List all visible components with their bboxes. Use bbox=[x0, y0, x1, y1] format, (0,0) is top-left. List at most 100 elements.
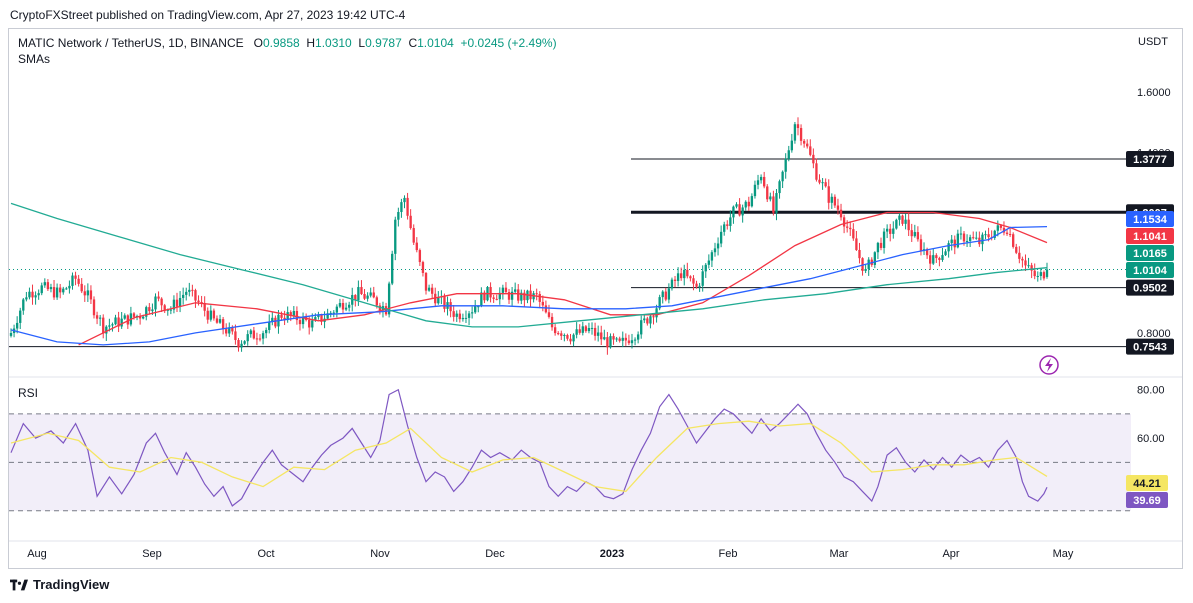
price-tag-1.0165: 1.0165 bbox=[1126, 245, 1174, 261]
candle-body-111 bbox=[351, 295, 354, 305]
level-tag-1.3777: 1.3777 bbox=[1126, 150, 1174, 167]
candle-body-223 bbox=[695, 283, 698, 287]
candle-body-31 bbox=[105, 326, 108, 334]
candle-body-209 bbox=[652, 316, 655, 318]
candle-body-95 bbox=[301, 316, 305, 325]
candle-body-203 bbox=[633, 339, 637, 341]
candle-body-212 bbox=[661, 291, 664, 298]
candle-body-55 bbox=[178, 297, 182, 307]
candle-body-157 bbox=[492, 297, 495, 299]
candle-body-100 bbox=[317, 314, 320, 318]
candle-body-175 bbox=[547, 312, 551, 317]
candle-body-68 bbox=[218, 319, 222, 323]
candle-body-304 bbox=[944, 251, 947, 256]
flash-icon[interactable] bbox=[1039, 355, 1059, 375]
rsi-tag-bg bbox=[1126, 475, 1168, 491]
candle-body-74 bbox=[237, 340, 240, 348]
candle-body-295 bbox=[916, 232, 920, 240]
candle-body-71 bbox=[228, 327, 231, 334]
symbol-title[interactable]: MATIC Network / TetherUS, 1D, BINANCE bbox=[18, 36, 244, 50]
candle-body-26 bbox=[89, 290, 93, 300]
rsi-indicator-label[interactable]: RSI bbox=[18, 386, 39, 400]
candle-body-23 bbox=[80, 283, 83, 292]
rsi-layer bbox=[10, 388, 1048, 507]
candle-body-52 bbox=[169, 309, 173, 311]
candle-body-0 bbox=[9, 333, 13, 336]
candle-body-183 bbox=[572, 334, 575, 342]
candle-body-264 bbox=[821, 182, 824, 184]
candle-body-279 bbox=[867, 259, 870, 270]
rsi-line-rsi-ma bbox=[10, 420, 1048, 493]
candle-body-324 bbox=[1005, 232, 1009, 235]
candle-body-218 bbox=[680, 273, 683, 279]
candle-body-20 bbox=[71, 275, 74, 286]
price-tag-1.0104-bg bbox=[1126, 262, 1174, 278]
open-value: 0.9858 bbox=[262, 36, 300, 50]
change-value: +0.0245 (+2.49%) bbox=[460, 36, 557, 50]
candle-body-72 bbox=[231, 327, 234, 332]
candle-body-200 bbox=[624, 337, 628, 341]
candle-body-225 bbox=[701, 271, 704, 286]
price-tag-1.1041-bg bbox=[1126, 228, 1174, 244]
candle-body-33 bbox=[111, 324, 114, 326]
candle-body-63 bbox=[203, 302, 206, 311]
candle-body-94 bbox=[298, 320, 302, 325]
candle-body-43 bbox=[142, 316, 145, 319]
tradingview-footer[interactable]: TradingView bbox=[10, 577, 109, 592]
candle-body-229 bbox=[713, 248, 717, 253]
candle-body-199 bbox=[621, 337, 624, 341]
candle-body-25 bbox=[86, 290, 90, 296]
candle-body-27 bbox=[92, 299, 96, 316]
candle-body-226 bbox=[704, 264, 707, 272]
candle-body-163 bbox=[510, 291, 514, 300]
candle-body-248 bbox=[772, 196, 775, 213]
candle-body-174 bbox=[544, 305, 548, 313]
candle-body-253 bbox=[787, 150, 790, 159]
candle-body-300 bbox=[932, 255, 935, 264]
price-tag-1.1041: 1.1041 bbox=[1126, 228, 1174, 244]
candle-body-154 bbox=[483, 292, 486, 301]
candle-body-281 bbox=[873, 252, 877, 265]
candle-body-134 bbox=[421, 262, 425, 273]
candle-body-66 bbox=[212, 310, 216, 319]
candle-body-64 bbox=[206, 310, 209, 320]
candle-body-7 bbox=[31, 291, 34, 298]
candle-body-89 bbox=[283, 317, 286, 321]
time-tick-label: Nov bbox=[370, 548, 390, 560]
sma-indicator-label[interactable]: SMAs bbox=[18, 52, 51, 66]
support-resistance-layer bbox=[9, 158, 1128, 348]
candle-body-44 bbox=[145, 307, 148, 317]
sma-line-sma-100 bbox=[10, 225, 1048, 346]
candle-body-335 bbox=[1039, 272, 1043, 276]
published-by: CryptoFXStreet published on TradingView.… bbox=[10, 8, 406, 22]
candle-body-191 bbox=[597, 332, 600, 336]
price-label-layer: 1.37771.20070.95020.75431.15341.10411.01… bbox=[1126, 150, 1174, 508]
candle-body-269 bbox=[836, 205, 840, 210]
candle-body-159 bbox=[498, 292, 501, 300]
candle-body-257 bbox=[799, 128, 803, 141]
rsi-band-layer bbox=[9, 413, 1131, 512]
time-tick-label: Sep bbox=[142, 548, 162, 560]
candle-body-195 bbox=[609, 336, 612, 348]
candle-body-189 bbox=[590, 327, 594, 329]
candle-body-91 bbox=[289, 312, 292, 316]
candle-body-259 bbox=[806, 143, 809, 147]
high-label: H bbox=[306, 36, 316, 50]
price-tag-1.1041-text: 1.1041 bbox=[1133, 231, 1167, 243]
candle-body-107 bbox=[338, 303, 342, 307]
candle-body-173 bbox=[541, 301, 545, 306]
candle-body-135 bbox=[424, 272, 428, 291]
candle-body-11 bbox=[43, 282, 46, 286]
candle-body-221 bbox=[689, 276, 692, 279]
candle-body-188 bbox=[587, 328, 591, 332]
candle-body-143 bbox=[449, 302, 452, 312]
high-value: 1.0310 bbox=[315, 36, 352, 50]
candle-body-156 bbox=[489, 286, 492, 298]
candle-body-298 bbox=[925, 249, 929, 256]
candle-body-217 bbox=[676, 273, 680, 281]
candle-body-114 bbox=[360, 287, 363, 294]
candle-body-148 bbox=[464, 317, 468, 319]
candle-body-244 bbox=[759, 176, 763, 181]
candle-body-14 bbox=[52, 287, 56, 298]
